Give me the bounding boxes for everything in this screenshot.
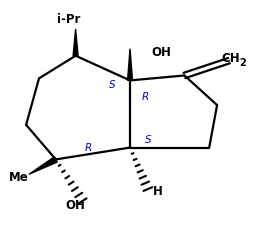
- Text: S: S: [144, 135, 151, 145]
- Polygon shape: [29, 157, 57, 174]
- Text: S: S: [109, 80, 116, 90]
- Text: Me: Me: [9, 171, 29, 184]
- Text: OH: OH: [66, 199, 86, 212]
- Text: 2: 2: [239, 58, 246, 68]
- Text: R: R: [85, 143, 92, 153]
- Polygon shape: [127, 49, 132, 80]
- Text: H: H: [153, 185, 163, 197]
- Text: CH: CH: [221, 52, 240, 65]
- Text: OH: OH: [152, 46, 172, 59]
- Polygon shape: [73, 29, 78, 56]
- Text: R: R: [141, 92, 148, 102]
- Text: i-Pr: i-Pr: [57, 13, 80, 26]
